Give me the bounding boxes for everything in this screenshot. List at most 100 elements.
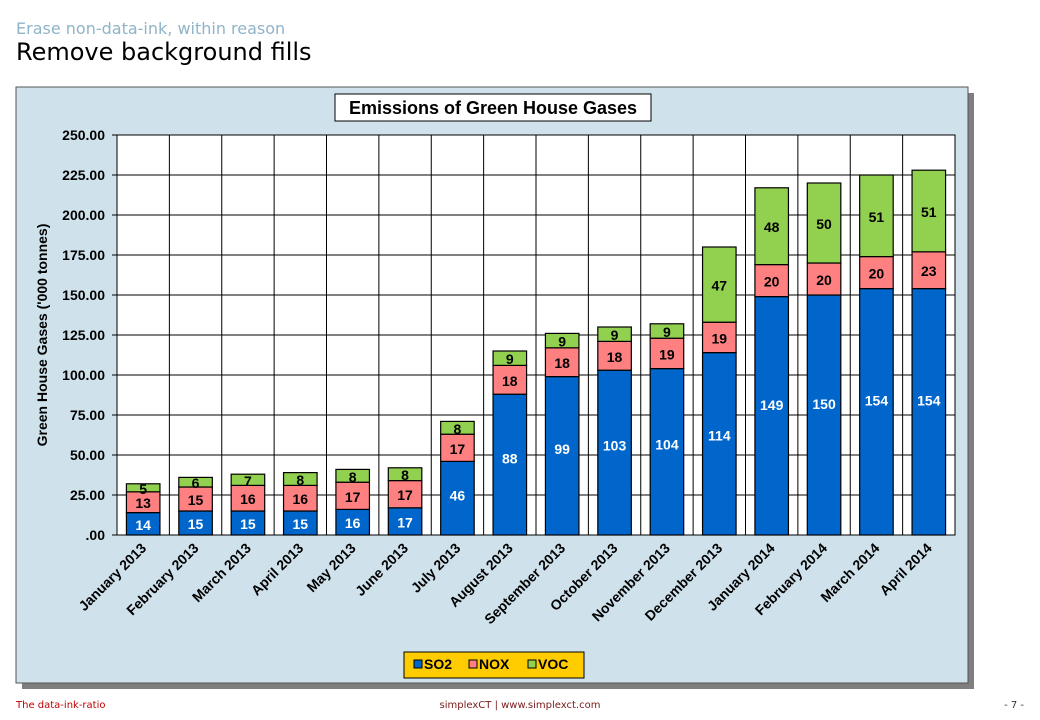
data-label-voc: 50	[816, 216, 832, 232]
footer-center: simplexCT | www.simplexct.com	[439, 700, 601, 711]
y-tick-label: 225.00	[62, 167, 105, 183]
bar-nox	[754, 264, 790, 298]
bar-so2	[387, 507, 423, 536]
bar-so2	[649, 368, 685, 536]
data-label-so2: 154	[865, 392, 889, 408]
bar-nox	[806, 262, 842, 296]
data-label-so2: 15	[188, 516, 204, 532]
bar-nox	[440, 433, 475, 463]
data-label-nox: 20	[764, 274, 780, 290]
data-label-so2: 17	[397, 514, 413, 530]
data-label-nox: 20	[816, 272, 832, 288]
y-tick-label: 175.00	[62, 247, 105, 263]
plot-border	[116, 134, 956, 536]
data-label-nox: 15	[188, 492, 204, 508]
data-label-nox: 17	[345, 489, 361, 505]
bar-so2	[754, 296, 790, 536]
bar-voc	[911, 169, 947, 253]
legend-label-voc: VOC	[538, 656, 568, 672]
data-label-voc: 9	[663, 324, 671, 340]
bar-voc	[492, 350, 528, 366]
bar-nox	[701, 321, 737, 354]
data-label-so2: 88	[502, 451, 518, 467]
slide-title: Remove background fills	[16, 38, 312, 66]
bar-so2	[701, 352, 737, 536]
data-label-voc: 8	[296, 472, 304, 488]
bar-voc	[178, 476, 213, 488]
bar-so2	[806, 294, 842, 536]
bar-voc	[335, 468, 371, 483]
bar-nox	[335, 481, 371, 511]
data-label-so2: 16	[345, 515, 361, 531]
data-label-so2: 99	[554, 441, 570, 457]
data-label-so2: 114	[708, 428, 731, 444]
data-label-voc: 51	[869, 209, 885, 225]
bar-voc	[282, 472, 318, 487]
legend-label-so2: SO2	[424, 656, 452, 672]
data-label-so2: 150	[812, 396, 836, 412]
data-label-so2: 14	[135, 517, 151, 533]
y-tick-label: 75.00	[70, 407, 105, 423]
bar-voc	[806, 182, 842, 264]
y-tick-label: 125.00	[62, 327, 105, 343]
bar-voc	[859, 174, 894, 258]
data-label-nox: 13	[135, 495, 151, 511]
legend-swatch-voc	[527, 659, 537, 669]
data-label-voc: 51	[921, 204, 937, 220]
data-label-voc: 8	[349, 469, 357, 485]
data-label-voc: 47	[712, 278, 728, 294]
data-label-nox: 20	[869, 266, 885, 282]
y-tick-label: 200.00	[62, 207, 105, 223]
data-label-voc: 7	[244, 473, 252, 489]
footer-left: The data-ink-ratio	[16, 700, 106, 711]
data-label-nox: 17	[397, 487, 413, 503]
data-label-voc: 5	[139, 481, 147, 497]
data-label-nox: 23	[921, 263, 937, 279]
bar-voc	[597, 326, 632, 342]
y-tick-label: 150.00	[62, 287, 105, 303]
bar-nox	[911, 251, 947, 290]
data-label-so2: 15	[240, 516, 256, 532]
chart-title-box	[334, 93, 652, 122]
data-label-so2: 104	[655, 436, 679, 452]
chart-title: Emissions of Green House Gases	[349, 98, 637, 118]
bar-voc	[440, 420, 475, 435]
legend-box	[403, 651, 585, 679]
data-label-nox: 18	[502, 373, 518, 389]
bar-nox	[597, 340, 632, 371]
legend-label-nox: NOX	[479, 656, 510, 672]
bar-voc	[754, 187, 790, 266]
data-label-nox: 16	[293, 491, 309, 507]
data-label-so2: 149	[760, 397, 784, 413]
data-label-nox: 18	[554, 355, 570, 371]
bar-nox	[282, 484, 318, 512]
data-label-nox: 18	[607, 349, 623, 365]
data-label-voc: 48	[764, 219, 780, 235]
bar-nox	[492, 364, 528, 395]
bar-so2	[911, 288, 947, 536]
data-label-voc: 8	[401, 467, 409, 483]
y-tick-label: 50.00	[70, 447, 105, 463]
slide-supertitle: Erase non-data-ink, within reason	[16, 19, 286, 38]
bar-voc	[544, 332, 580, 349]
y-tick-label: 250.00	[62, 127, 105, 143]
data-label-voc: 6	[192, 475, 200, 491]
data-label-so2: 154	[917, 392, 941, 408]
data-label-so2: 15	[293, 516, 309, 532]
footer-right: - 7 -	[1004, 700, 1024, 711]
data-label-so2: 46	[450, 488, 466, 504]
bar-voc	[649, 323, 685, 339]
legend-swatch-so2	[413, 659, 423, 669]
bar-voc	[387, 467, 423, 482]
bar-so2	[440, 460, 475, 536]
bar-voc	[230, 473, 266, 487]
bar-nox	[544, 347, 580, 378]
y-tick-label: 25.00	[70, 487, 105, 503]
legend-swatch-nox	[468, 659, 478, 669]
bar-so2	[544, 376, 580, 536]
bar-so2	[597, 369, 632, 536]
data-label-voc: 9	[506, 351, 514, 367]
y-tick-label: 100.00	[62, 367, 105, 383]
bar-voc	[701, 246, 737, 323]
data-label-voc: 9	[558, 334, 566, 350]
